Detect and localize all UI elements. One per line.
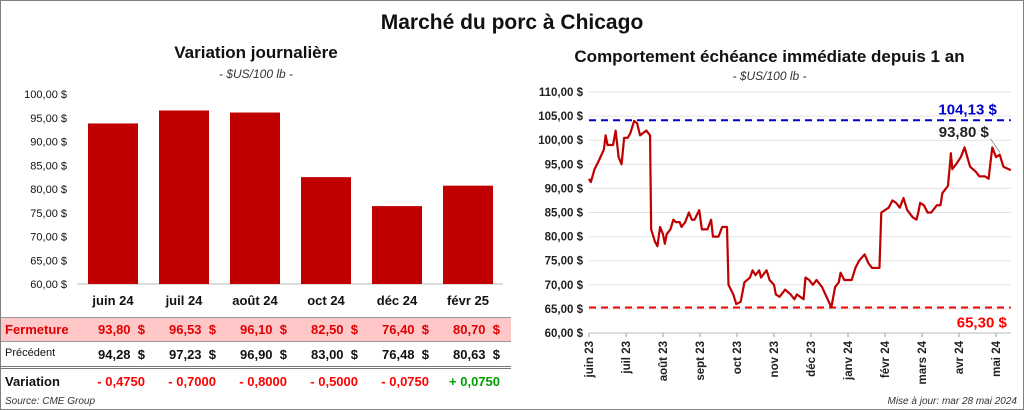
table-cell: 76,48 $ xyxy=(382,347,429,362)
table-cell: 83,00 $ xyxy=(311,347,358,362)
bar xyxy=(443,185,493,284)
y-tick-label: 70,00 $ xyxy=(545,280,584,292)
table-cell: - 0,5000 xyxy=(310,374,358,389)
x-tick-label: oct 24 xyxy=(307,293,345,308)
x-tick-label: févr 24 xyxy=(880,340,892,378)
table-cell: 82,50 $ xyxy=(311,322,358,337)
bar xyxy=(230,112,280,285)
y-tick-label: 60,00 $ xyxy=(545,328,584,340)
max-label: 104,13 $ xyxy=(938,101,997,118)
x-tick-label: juil 23 xyxy=(621,341,633,375)
y-tick-label: 100,00 $ xyxy=(538,135,583,147)
x-tick-label: nov 23 xyxy=(769,341,781,377)
table-cell: - 0,4750 xyxy=(97,374,145,389)
table-cell: 96,90 $ xyxy=(240,347,287,362)
y-tick-label: 85,00 $ xyxy=(30,160,67,172)
x-tick-label: août 23 xyxy=(658,341,670,381)
x-tick-label: févr 25 xyxy=(447,293,489,308)
update-note: Mise à jour: mar 28 mai 2024 xyxy=(887,396,1017,407)
x-tick-label: sept 23 xyxy=(695,341,707,381)
left-chart-unit: - $US/100 lb - xyxy=(218,67,294,81)
row-fermeture: Fermeture 93,80 $ 96,53 $ 96,10 $ 82,50 $ 76… xyxy=(1,317,511,342)
line-chart: 60,00 $ 65,00 $ 70,00 $ 75,00 $ 80,00 $ 85,00… xyxy=(538,87,1012,384)
bar xyxy=(372,206,422,284)
table-cell: 96,53 $ xyxy=(169,322,216,337)
x-tick-label: déc 23 xyxy=(806,341,818,377)
table-cell: - 0,8000 xyxy=(239,374,287,389)
x-tick-label: mars 24 xyxy=(917,340,929,384)
table-cell: 80,63 $ xyxy=(453,347,500,362)
table-cell: 96,10 $ xyxy=(240,322,287,337)
price-line xyxy=(588,119,1012,309)
y-tick-label: 90,00 $ xyxy=(545,183,584,195)
row-precedent: Précédent 94,28 $ 97,23 $ 96,90 $ 83,00 $ 76… xyxy=(1,342,511,369)
table-cell: 93,80 $ xyxy=(98,322,145,337)
source-note: Source: CME Group xyxy=(5,396,96,407)
table-cell: - 0,7000 xyxy=(168,374,216,389)
right-chart-unit: - $US/100 lb - xyxy=(732,69,807,83)
x-tick-label: déc 24 xyxy=(377,293,418,308)
y-tick-label: 75,00 $ xyxy=(30,208,67,220)
x-tick-label: juin 24 xyxy=(91,293,134,308)
main-title: Marché du porc à Chicago xyxy=(380,11,644,34)
y-tick-label: 105,00 $ xyxy=(538,111,583,123)
y-tick-label: 95,00 $ xyxy=(545,159,584,171)
last-label: 93,80 $ xyxy=(939,124,990,141)
table-cell: + 0,0750 xyxy=(449,374,500,389)
y-tick-label: 100,00 $ xyxy=(24,89,67,101)
x-tick-label: juin 23 xyxy=(584,341,596,378)
table-cell: - 0,0750 xyxy=(381,374,429,389)
left-chart-title: Variation journalière xyxy=(174,43,338,62)
min-label: 65,30 $ xyxy=(957,314,1008,331)
y-tick-label: 60,00 $ xyxy=(30,279,67,291)
x-tick-label: oct 23 xyxy=(732,341,744,374)
x-tick-label: janv 24 xyxy=(843,340,855,381)
x-tick-label: avr 24 xyxy=(954,340,966,374)
y-tick-label: 75,00 $ xyxy=(545,256,584,268)
price-table: Fermeture 93,80 $ 96,53 $ 96,10 $ 82,50 $ 76… xyxy=(1,309,511,399)
bar xyxy=(159,110,209,284)
y-tick-label: 85,00 $ xyxy=(545,208,584,220)
y-tick-label: 70,00 $ xyxy=(30,232,67,244)
y-tick-label: 90,00 $ xyxy=(30,137,67,149)
y-tick-label: 80,00 $ xyxy=(545,232,584,244)
right-chart-title: Comportement échéance immédiate depuis 1… xyxy=(574,47,965,66)
y-tick-label: 65,00 $ xyxy=(545,304,584,316)
row-label: Précédent xyxy=(5,347,56,359)
y-tick-label: 110,00 $ xyxy=(539,87,584,99)
row-label: Fermeture xyxy=(5,322,69,337)
y-tick-label: 95,00 $ xyxy=(30,113,67,125)
x-tick-label: juil 24 xyxy=(165,293,204,308)
bar xyxy=(88,123,138,284)
table-cell: 80,70 $ xyxy=(453,322,500,337)
row-variation: Variation - 0,4750 - 0,7000 - 0,8000 - 0,50… xyxy=(1,371,511,393)
row-label: Variation xyxy=(5,374,60,389)
last-label-leader xyxy=(990,138,1001,153)
x-tick-label: mai 24 xyxy=(991,340,1003,376)
bar xyxy=(301,177,351,284)
table-cell: 94,28 $ xyxy=(98,347,145,362)
x-tick-label: août 24 xyxy=(232,293,278,308)
y-tick-label: 80,00 $ xyxy=(30,184,67,196)
table-cell: 76,40 $ xyxy=(382,322,429,337)
table-cell: 97,23 $ xyxy=(169,347,216,362)
y-tick-label: 65,00 $ xyxy=(30,255,67,267)
bar-chart: 60,00 $ 65,00 $ 70,00 $ 75,00 $ 80,00 $ 85,00… xyxy=(24,89,503,308)
